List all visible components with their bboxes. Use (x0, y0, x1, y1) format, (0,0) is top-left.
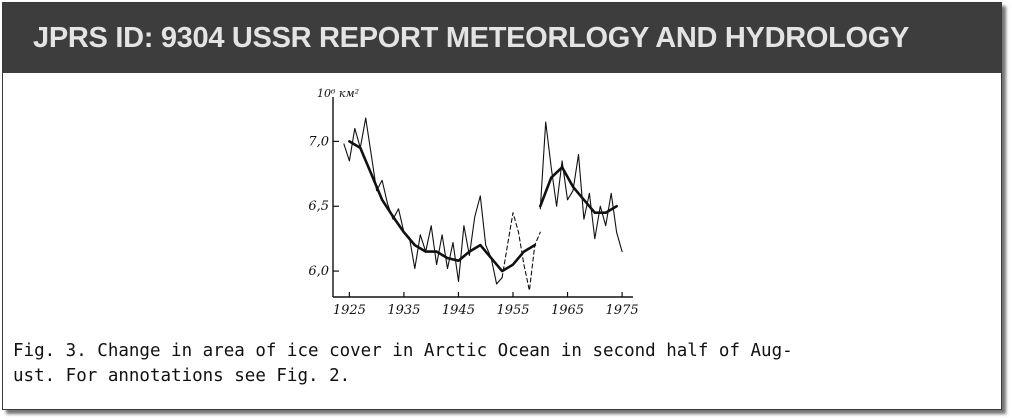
series-line-thin-solid (343, 117, 503, 285)
y-axis-unit-label: 10⁶ км² (317, 87, 359, 100)
y-tick-label: 6,5 (308, 199, 329, 214)
figure-frame: JPRS ID: 9304 USSR REPORT METEORLOGY AND… (2, 2, 1002, 410)
y-tick-label: 6,0 (308, 264, 329, 279)
series-line-thick-smooth (539, 166, 618, 214)
x-tick-label: 1965 (551, 303, 584, 318)
series-line-thick-smooth (348, 140, 537, 273)
ice-cover-chart: 6,0 6,5 7,0 1925 1935 1945 1955 1965 1975 10⁶ км² (291, 79, 651, 327)
x-tick-label: 1925 (333, 303, 366, 318)
x-tick-label: 1955 (496, 303, 529, 318)
y-tick-label: 7,0 (308, 134, 329, 149)
x-tick-label: 1935 (387, 303, 420, 318)
caption-line-1: Fig. 3. Change in area of ice cover in A… (13, 341, 793, 361)
chart-canvas: 6,0 6,5 7,0 1925 1935 1945 1955 1965 1975 10⁶ км² (308, 87, 639, 318)
page-title: JPRS ID: 9304 USSR REPORT METEORLOGY AND… (3, 3, 1001, 73)
series-line-thin-dashed (501, 212, 541, 292)
x-tick-label: 1945 (442, 303, 475, 318)
figure-caption: Fig. 3. Change in area of ice cover in A… (13, 339, 993, 389)
series-line-thin-solid (539, 121, 623, 253)
caption-line-2: ust. For annotations see Fig. 2. (13, 366, 351, 386)
x-tick-label: 1975 (606, 303, 639, 318)
